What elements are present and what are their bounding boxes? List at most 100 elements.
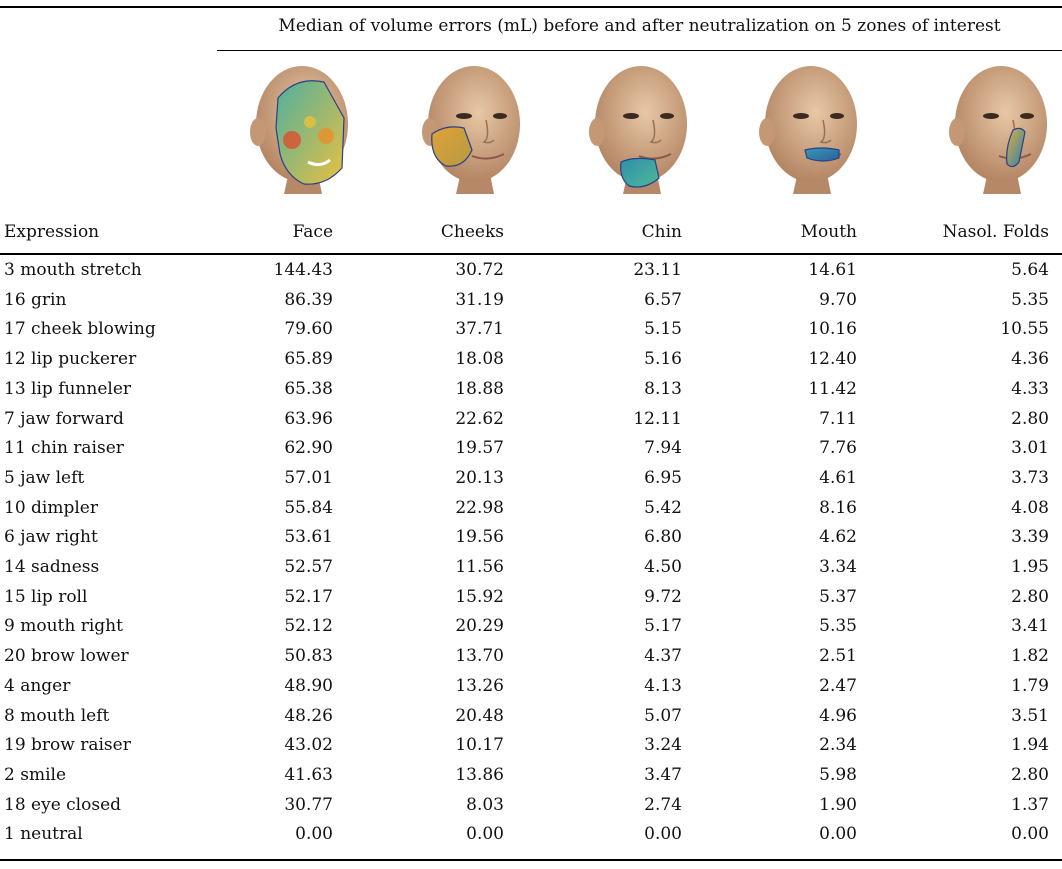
value-cell: 20.29 — [455, 616, 504, 637]
value-cell: 6.80 — [644, 527, 682, 548]
value-cell: 5.17 — [644, 616, 682, 637]
value-cell: 4.61 — [819, 467, 857, 488]
value-cell: 5.16 — [644, 349, 682, 370]
value-cell: 4.62 — [819, 527, 857, 548]
value-cell: 0.00 — [295, 824, 333, 845]
value-cell: 20.13 — [455, 467, 504, 488]
chin-zone-illustration — [565, 58, 705, 194]
value-cell: 4.33 — [1011, 378, 1049, 399]
value-cell: 2.80 — [1011, 764, 1049, 785]
value-cell: 5.37 — [819, 586, 857, 607]
table-row: 20 brow lower 50.83 13.70 4.37 2.51 1.82 — [0, 646, 1062, 673]
table-top-rule — [0, 6, 1062, 8]
value-cell: 4.13 — [644, 675, 682, 696]
expression-label: 16 grin — [4, 289, 67, 310]
value-cell: 30.77 — [284, 794, 333, 815]
value-cell: 19.57 — [455, 438, 504, 459]
value-cell: 57.01 — [284, 467, 333, 488]
header-rule — [0, 253, 1062, 255]
expression-label: 14 sadness — [4, 557, 100, 577]
value-cell: 7.76 — [819, 438, 857, 459]
table-row: 9 mouth right 52.12 20.29 5.17 5.35 3.41 — [0, 616, 1062, 643]
table-row: 10 dimpler 55.84 22.98 5.42 8.16 4.08 — [0, 498, 1062, 525]
value-cell: 13.26 — [455, 675, 504, 696]
table-row: 3 mouth stretch 144.43 30.72 23.11 14.61 5.64 — [0, 260, 1062, 287]
value-cell: 1.95 — [1011, 557, 1049, 577]
value-cell: 2.47 — [819, 675, 857, 696]
table-row: 8 mouth left 48.26 20.48 5.07 4.96 3.51 — [0, 706, 1062, 733]
value-cell: 1.37 — [1011, 794, 1049, 815]
expression-label: 4 anger — [4, 675, 71, 696]
table-row: 11 chin raiser 62.90 19.57 7.94 7.76 3.01 — [0, 438, 1062, 465]
value-cell: 9.70 — [819, 289, 857, 310]
value-cell: 41.63 — [284, 764, 333, 785]
col-header-expression: Expression — [4, 222, 100, 242]
col-header-nasolabial-folds: Nasol. Folds — [942, 222, 1049, 242]
value-cell: 6.57 — [644, 289, 682, 310]
value-cell: 4.50 — [644, 557, 682, 577]
value-cell: 3.73 — [1011, 467, 1049, 488]
value-cell: 10.55 — [1000, 319, 1049, 340]
table-row: 7 jaw forward 63.96 22.62 12.11 7.11 2.80 — [0, 409, 1062, 436]
value-cell: 0.00 — [466, 824, 504, 845]
value-cell: 7.11 — [819, 408, 857, 429]
expression-label: 3 mouth stretch — [4, 260, 142, 280]
expression-label: 8 mouth left — [4, 705, 110, 726]
value-cell: 3.01 — [1011, 438, 1049, 459]
expression-label: 5 jaw left — [4, 467, 85, 488]
value-cell: 5.64 — [1011, 260, 1049, 280]
value-cell: 52.12 — [284, 616, 333, 637]
value-cell: 63.96 — [284, 408, 333, 429]
expression-label: 13 lip funneler — [4, 378, 132, 399]
caption-underline — [217, 50, 1062, 51]
value-cell: 5.07 — [644, 705, 682, 726]
col-header-cheeks: Cheeks — [440, 222, 504, 242]
value-cell: 31.19 — [455, 289, 504, 310]
table-row: 15 lip roll 52.17 15.92 9.72 5.37 2.80 — [0, 587, 1062, 614]
value-cell: 10.17 — [455, 735, 504, 756]
value-cell: 7.94 — [644, 438, 682, 459]
value-cell: 5.35 — [1011, 289, 1049, 310]
value-cell: 30.72 — [455, 260, 504, 280]
value-cell: 4.37 — [644, 646, 682, 667]
value-cell: 4.36 — [1011, 349, 1049, 370]
table-row: 19 brow raiser 43.02 10.17 3.24 2.34 1.94 — [0, 735, 1062, 762]
value-cell: 8.16 — [819, 497, 857, 518]
cheeks-zone-illustration — [398, 58, 538, 194]
table-row: 16 grin 86.39 31.19 6.57 9.70 5.35 — [0, 290, 1062, 317]
value-cell: 3.24 — [644, 735, 682, 756]
value-cell: 55.84 — [284, 497, 333, 518]
nasolabial-zone-illustration — [925, 58, 1062, 194]
value-cell: 13.86 — [455, 764, 504, 785]
value-cell: 22.62 — [455, 408, 504, 429]
value-cell: 3.39 — [1011, 527, 1049, 548]
value-cell: 11.56 — [455, 557, 504, 577]
expression-label: 17 cheek blowing — [4, 319, 156, 340]
value-cell: 1.79 — [1011, 675, 1049, 696]
table-row: 18 eye closed 30.77 8.03 2.74 1.90 1.37 — [0, 795, 1062, 822]
value-cell: 2.74 — [644, 794, 682, 815]
value-cell: 12.11 — [633, 408, 682, 429]
table-row: 4 anger 48.90 13.26 4.13 2.47 1.79 — [0, 676, 1062, 703]
value-cell: 53.61 — [284, 527, 333, 548]
value-cell: 1.94 — [1011, 735, 1049, 756]
value-cell: 2.80 — [1011, 408, 1049, 429]
expression-label: 12 lip puckerer — [4, 349, 137, 370]
col-header-mouth: Mouth — [800, 222, 857, 242]
mouth-zone-illustration — [735, 58, 875, 194]
value-cell: 8.03 — [466, 794, 504, 815]
expression-label: 11 chin raiser — [4, 438, 124, 459]
value-cell: 19.56 — [455, 527, 504, 548]
col-header-chin: Chin — [641, 222, 682, 242]
table-row: 12 lip puckerer 65.89 18.08 5.16 12.40 4.36 — [0, 349, 1062, 376]
value-cell: 1.82 — [1011, 646, 1049, 667]
value-cell: 86.39 — [284, 289, 333, 310]
value-cell: 18.08 — [455, 349, 504, 370]
expression-label: 20 brow lower — [4, 646, 129, 667]
face-zone-illustration — [226, 58, 366, 194]
value-cell: 5.98 — [819, 764, 857, 785]
value-cell: 48.90 — [284, 675, 333, 696]
expression-label: 7 jaw forward — [4, 408, 124, 429]
value-cell: 0.00 — [644, 824, 682, 845]
expression-label: 10 dimpler — [4, 497, 98, 518]
